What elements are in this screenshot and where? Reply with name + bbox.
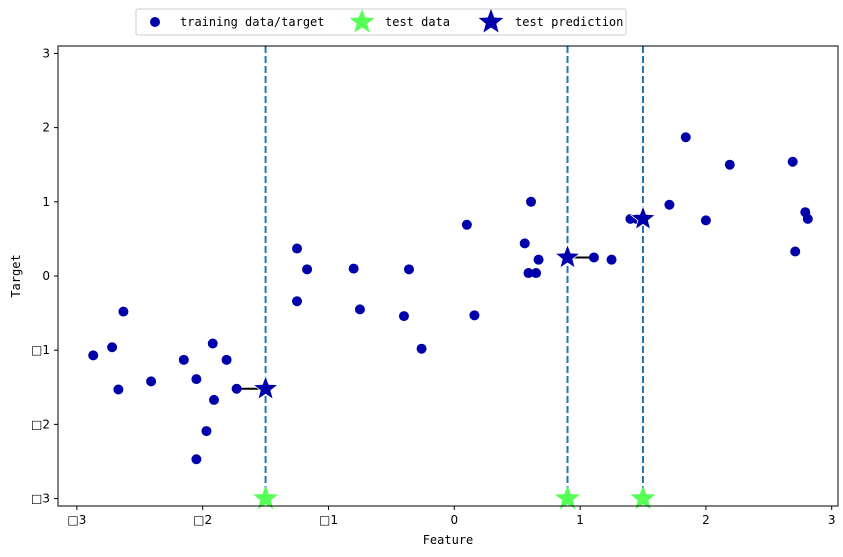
x-tick-label: 2 bbox=[702, 513, 710, 527]
x-axis-label: Feature bbox=[423, 533, 474, 547]
test-prediction-star bbox=[252, 374, 280, 401]
axis-ticks: □3 □2 □1 0 1 2 3 □3 □2 □1 0 1 2 3 bbox=[31, 46, 836, 527]
training-point bbox=[146, 376, 157, 387]
test-data-star bbox=[555, 485, 580, 510]
training-point bbox=[790, 246, 801, 257]
y-tick-label: 3 bbox=[42, 46, 50, 60]
legend-label-test-data: test data bbox=[385, 15, 450, 29]
y-tick-label: 2 bbox=[42, 121, 50, 135]
training-point bbox=[588, 252, 599, 263]
x-tick-label: 3 bbox=[828, 513, 836, 527]
training-point bbox=[404, 264, 414, 275]
legend-marker-test-data bbox=[349, 9, 375, 33]
training-point bbox=[113, 384, 124, 395]
training-point bbox=[107, 342, 118, 353]
training-point bbox=[178, 354, 189, 365]
training-point bbox=[700, 215, 711, 226]
y-tick-label: 1 bbox=[42, 195, 50, 209]
training-point bbox=[724, 159, 735, 170]
training-point bbox=[207, 338, 218, 349]
legend-box bbox=[135, 8, 627, 36]
y-axis-label: Target bbox=[9, 254, 23, 297]
training-point bbox=[118, 306, 129, 317]
training-point bbox=[531, 268, 542, 279]
training-point bbox=[469, 310, 480, 321]
vertical-lines bbox=[264, 46, 644, 506]
training-point bbox=[461, 219, 472, 230]
test-prediction-star bbox=[629, 204, 657, 231]
x-tick-label: 0 bbox=[450, 513, 458, 527]
plot-frame bbox=[57, 45, 839, 507]
x-tick-label: □2 bbox=[193, 513, 212, 527]
training-point bbox=[664, 199, 675, 210]
training-point bbox=[292, 243, 303, 254]
legend-label-training: training data/target bbox=[180, 15, 325, 29]
training-point bbox=[802, 213, 813, 224]
x-tick-label: □1 bbox=[319, 513, 338, 527]
training-point bbox=[606, 254, 617, 265]
legend-items: training data/target test data test predic… bbox=[150, 9, 623, 33]
training-point bbox=[221, 354, 232, 365]
y-tick-label: □2 bbox=[31, 417, 50, 431]
training-point bbox=[302, 264, 313, 275]
training-point bbox=[231, 383, 242, 394]
legend-marker-test-prediction bbox=[478, 9, 504, 33]
training-point bbox=[88, 350, 99, 361]
x-tick-label: □3 bbox=[67, 513, 86, 527]
training-point bbox=[354, 304, 365, 315]
test-data-star bbox=[253, 485, 278, 510]
training-point bbox=[787, 156, 798, 167]
training-point bbox=[526, 196, 537, 207]
training-point bbox=[292, 296, 303, 307]
x-tick-label: 1 bbox=[576, 513, 584, 527]
training-point bbox=[523, 268, 534, 279]
training-point bbox=[191, 454, 202, 465]
training-point bbox=[680, 132, 691, 143]
training-point bbox=[348, 263, 359, 274]
test-data-star bbox=[630, 485, 656, 510]
test-prediction-star bbox=[554, 243, 581, 269]
training-point bbox=[191, 374, 202, 385]
training-point bbox=[533, 254, 544, 265]
y-tick-label: □3 bbox=[31, 492, 50, 506]
legend-marker-training bbox=[150, 17, 160, 27]
training-point bbox=[416, 343, 427, 354]
y-tick-label: 0 bbox=[42, 269, 50, 283]
legend-label-test-prediction: test prediction bbox=[515, 15, 623, 29]
data-points bbox=[88, 132, 813, 510]
training-point bbox=[398, 311, 409, 322]
training-point bbox=[201, 426, 212, 437]
legend: training data/target test data test predic… bbox=[135, 8, 627, 36]
training-point bbox=[519, 238, 530, 249]
training-point bbox=[209, 394, 219, 405]
y-tick-label: □1 bbox=[31, 343, 50, 357]
